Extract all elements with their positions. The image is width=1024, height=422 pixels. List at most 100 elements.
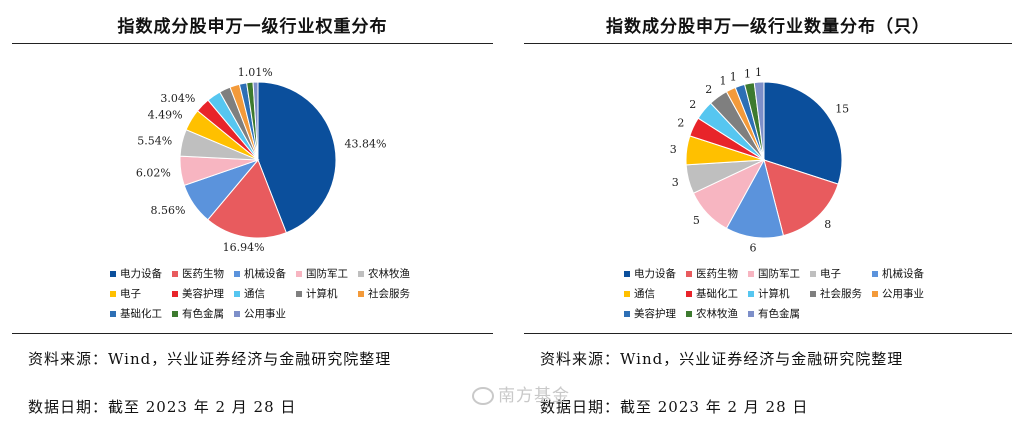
data-label-2: 16.94% — [223, 241, 265, 254]
legend-item: 电子 — [810, 266, 841, 281]
data-label-7: 2 — [677, 117, 684, 130]
legend-item: 机械设备 — [234, 266, 286, 281]
legend-item: 美容护理 — [172, 286, 224, 301]
legend-item: 电力设备 — [110, 266, 162, 281]
legend-item: 医药生物 — [686, 266, 738, 281]
legend-swatch — [172, 310, 178, 317]
divider-top — [12, 43, 493, 44]
source-note: 资料来源：Wind，兴业证券经济与金融研究院整理 — [540, 350, 904, 368]
pie-slice-2 — [207, 159, 287, 239]
legend-item: 计算机 — [748, 286, 790, 301]
legend-swatch — [358, 270, 364, 277]
legend-label: 基础化工 — [696, 288, 738, 300]
legend-label: 基础化工 — [120, 308, 162, 320]
data-label-1: 15 — [835, 102, 849, 115]
legend-item: 计算机 — [296, 286, 338, 301]
legend-label: 公用事业 — [882, 288, 924, 300]
chart-title-count: 指数成分股申万一级行业数量分布（只） — [606, 17, 930, 37]
legend-item: 有色金属 — [748, 306, 800, 321]
legend-swatch — [624, 310, 630, 317]
legend-swatch — [872, 290, 878, 297]
legend-label: 社会服务 — [820, 288, 862, 300]
legend-label: 农林牧渔 — [368, 268, 410, 280]
data-label-5: 3 — [672, 176, 679, 189]
legend-item: 机械设备 — [872, 266, 924, 281]
legend-label: 电力设备 — [634, 268, 676, 280]
legend-swatch — [172, 270, 178, 277]
legend-label: 电力设备 — [120, 268, 162, 280]
weight-distribution-panel: 指数成分股申万一级行业权重分布 43.84% 16.94% 8.56% 6.02% 5.… — [0, 0, 505, 422]
data-label-3: 8.56% — [150, 204, 185, 217]
legend-swatch — [686, 270, 692, 277]
legend-swatch — [624, 270, 630, 277]
legend-swatch — [110, 290, 116, 297]
divider-top — [524, 43, 1012, 44]
legend-label: 机械设备 — [244, 268, 286, 280]
data-label-6: 3 — [670, 143, 677, 156]
legend-label: 社会服务 — [368, 288, 410, 300]
legend-item: 国防军工 — [296, 266, 348, 281]
weight-pie-chart: 43.84% 16.94% 8.56% 6.02% 5.54% 4.49% 3.04% 1.0… — [136, 66, 387, 254]
legend-swatch — [810, 270, 816, 277]
legend-swatch — [748, 290, 754, 297]
legend-swatch — [234, 270, 240, 277]
data-label-12: 1 — [744, 68, 751, 81]
legend-label: 机械设备 — [882, 268, 924, 280]
date-note: 数据日期：截至 2023 年 2 月 28 日 — [540, 398, 809, 416]
legend-item: 公用事业 — [872, 286, 924, 301]
data-label-13: 1.01% — [238, 66, 273, 79]
legend-item: 基础化工 — [686, 286, 738, 301]
legend-swatch — [686, 310, 692, 317]
data-label-13: 1 — [755, 66, 762, 79]
legend-item: 电子 — [110, 286, 141, 301]
source-note: 资料来源：Wind，兴业证券经济与金融研究院整理 — [28, 350, 392, 368]
legend-swatch — [872, 270, 878, 277]
legend-label: 电子 — [120, 288, 141, 300]
pie-slice-13 — [252, 81, 259, 161]
legend-swatch — [234, 290, 240, 297]
legend-item: 医药生物 — [172, 266, 224, 281]
data-label-4: 5 — [693, 214, 700, 227]
legend-swatch — [624, 290, 630, 297]
legend-swatch — [296, 290, 302, 297]
legend-label: 医药生物 — [182, 268, 224, 280]
legend-label: 电子 — [820, 268, 841, 280]
legend-swatch — [234, 310, 240, 317]
legend-item: 美容护理 — [624, 306, 676, 321]
data-label-3: 6 — [749, 241, 756, 254]
legend-item: 社会服务 — [810, 286, 862, 301]
watermark: 南方基金 — [472, 381, 570, 406]
divider-bottom — [524, 333, 1012, 334]
legend-swatch — [810, 290, 816, 297]
legend-label: 计算机 — [758, 288, 790, 300]
legend-item: 社会服务 — [358, 286, 410, 301]
date-note: 数据日期：截至 2023 年 2 月 28 日 — [28, 398, 297, 416]
watermark-text: 南方基金 — [498, 386, 570, 406]
legend-item: 通信 — [624, 286, 655, 301]
legend-label: 有色金属 — [758, 308, 800, 320]
legend-swatch — [748, 310, 754, 317]
data-label-4: 6.02% — [136, 166, 171, 179]
legend-swatch — [110, 310, 116, 317]
legend-item: 公用事业 — [234, 306, 286, 321]
data-label-10: 1 — [720, 74, 727, 87]
legend-label: 美容护理 — [182, 288, 224, 300]
pie-slice-2 — [763, 159, 839, 237]
data-label-6: 4.49% — [148, 109, 183, 122]
legend-label: 公用事业 — [244, 308, 286, 320]
legend-label: 通信 — [244, 288, 265, 300]
data-label-9: 2 — [705, 83, 712, 96]
pie-slice-1 — [257, 81, 337, 234]
legend-label: 美容护理 — [634, 308, 676, 320]
legend-swatch — [110, 270, 116, 277]
legend-item: 农林牧渔 — [358, 266, 410, 281]
data-label-7: 3.04% — [160, 92, 195, 105]
weibo-icon — [472, 387, 494, 405]
legend-label: 计算机 — [306, 288, 338, 300]
legend-label: 国防军工 — [758, 268, 800, 280]
chart-title-weight: 指数成分股申万一级行业权重分布 — [117, 17, 388, 37]
divider-bottom — [12, 333, 493, 334]
pie-slice-13 — [753, 81, 765, 161]
legend-item: 通信 — [234, 286, 265, 301]
